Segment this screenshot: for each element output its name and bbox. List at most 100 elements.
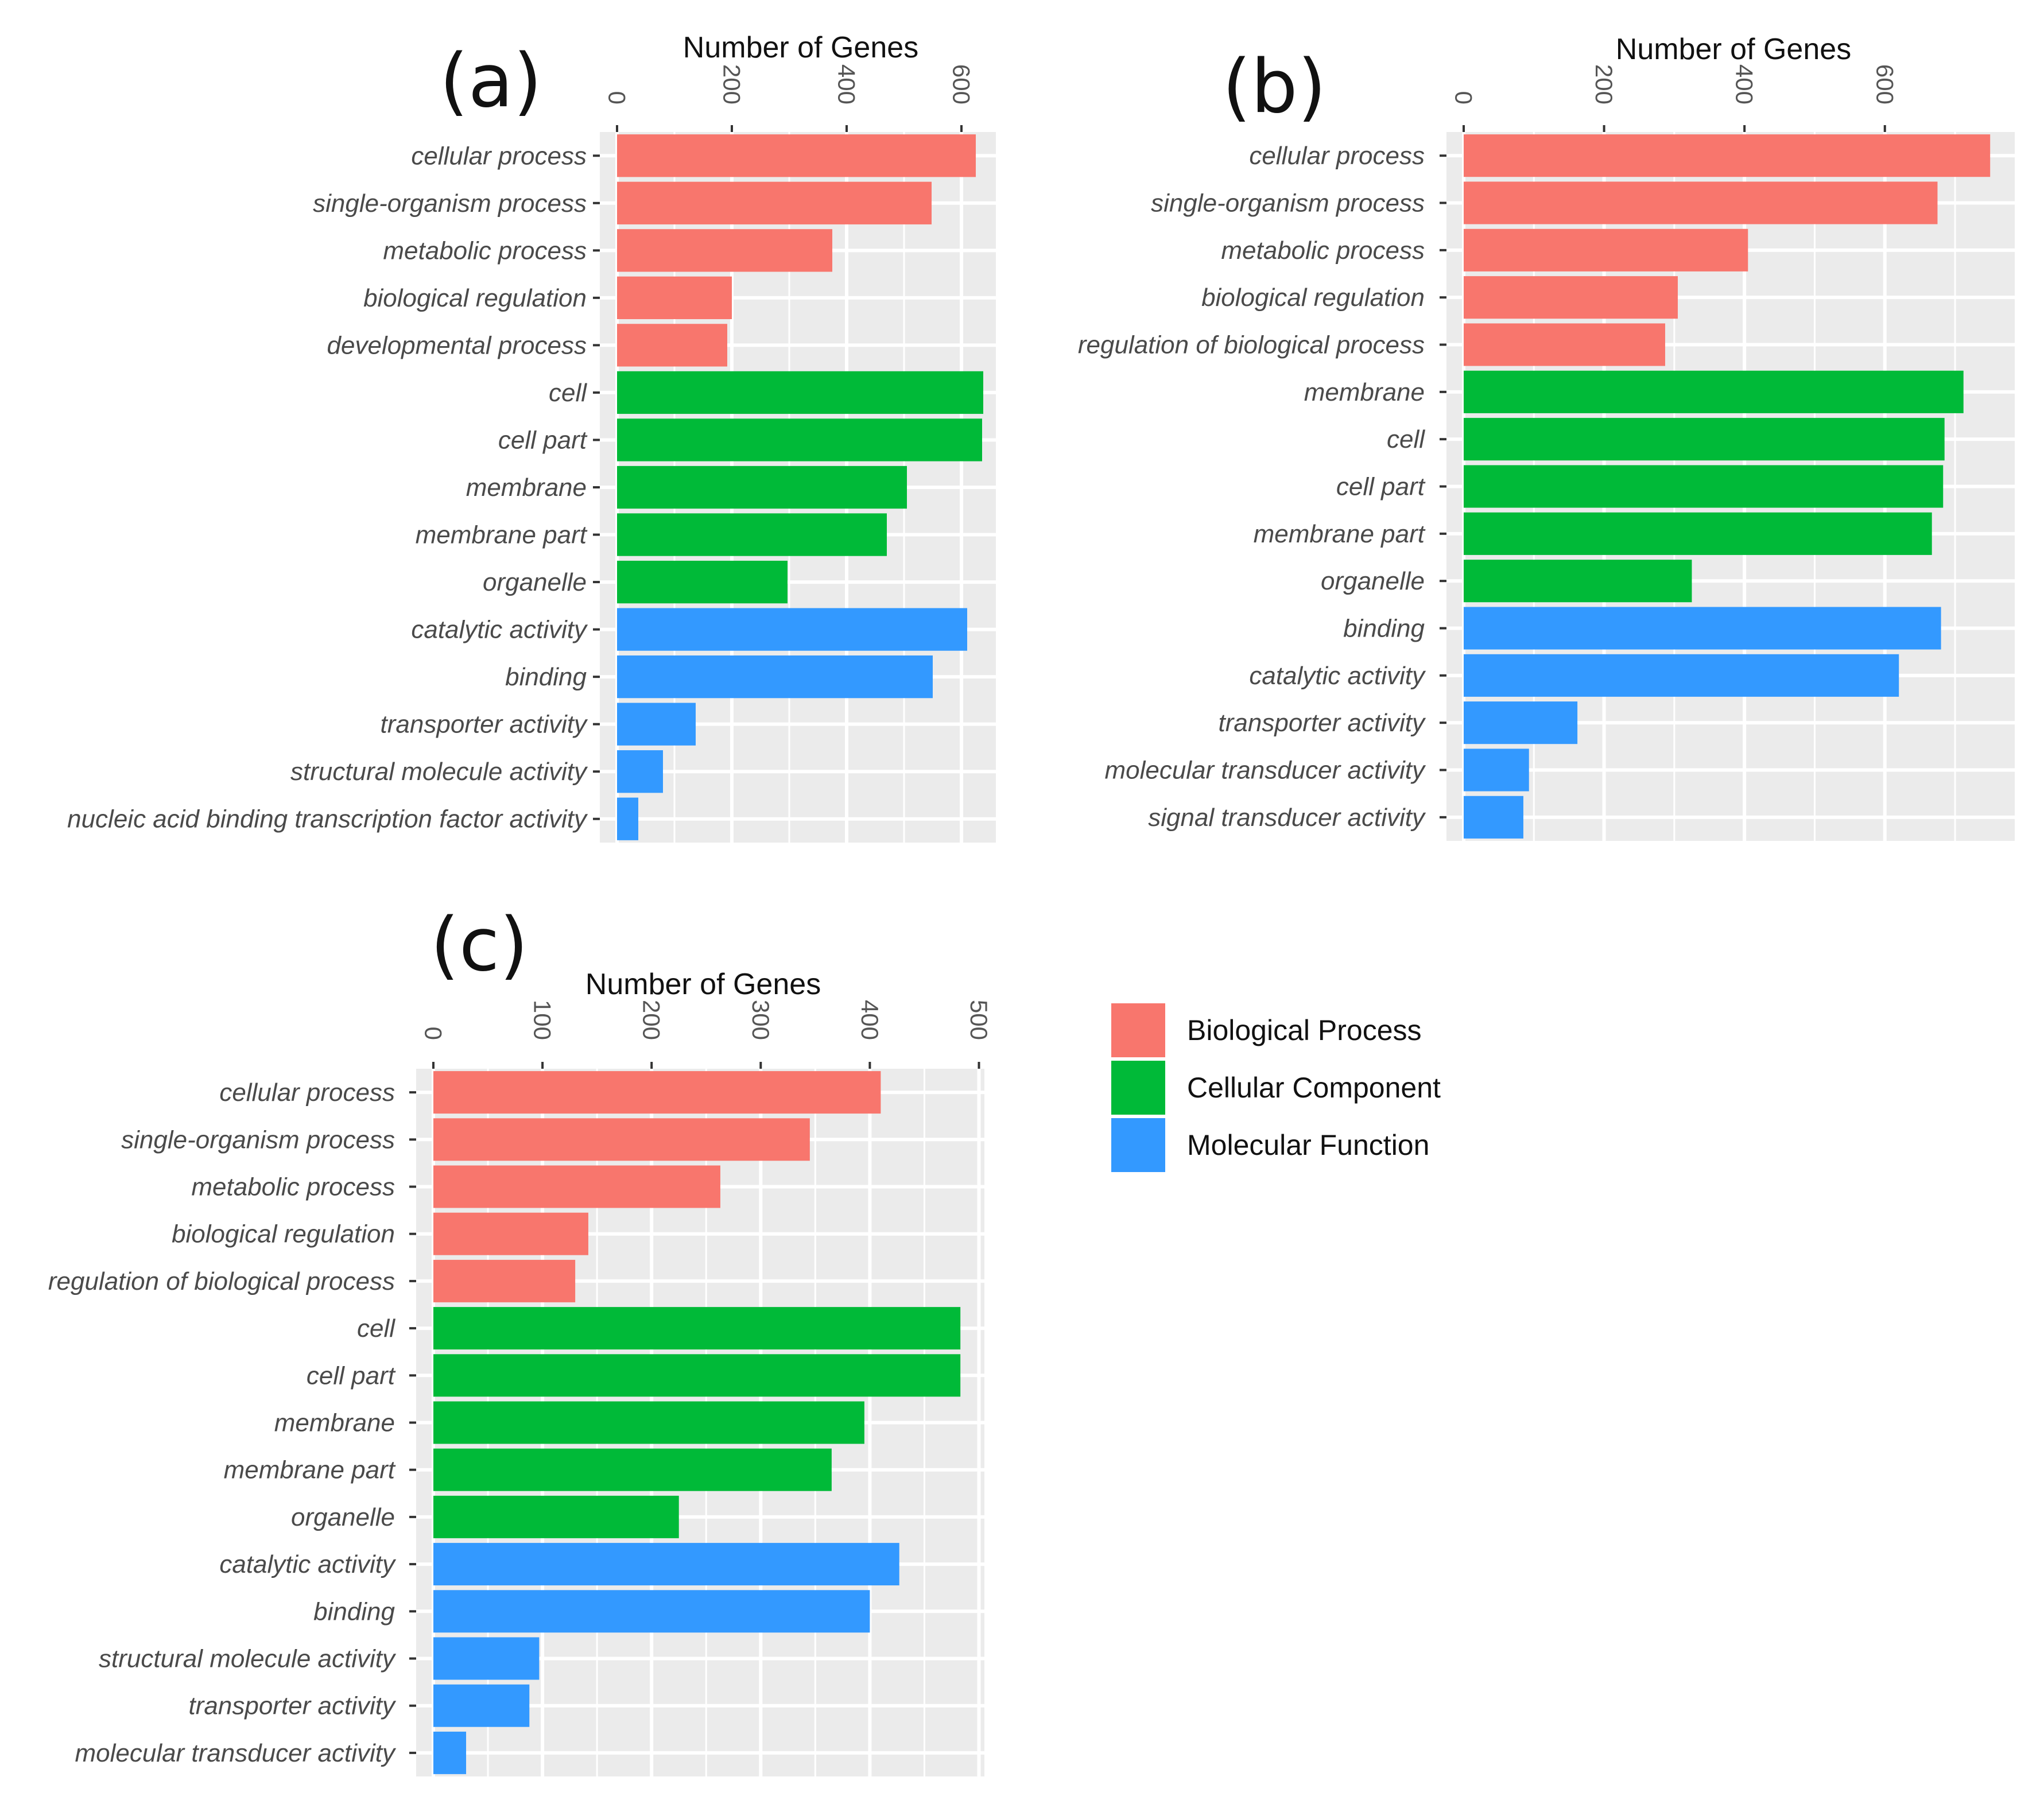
bar	[617, 797, 638, 840]
category-label: metabolic process	[383, 236, 587, 265]
panel-letter: (c)	[430, 902, 528, 988]
bar	[433, 1637, 540, 1680]
x-tick-label: 0	[420, 1027, 447, 1040]
x-tick-label: 400	[833, 64, 860, 104]
bar	[1464, 560, 1692, 603]
bar	[617, 513, 887, 556]
category-label: cell part	[498, 426, 588, 454]
bar	[617, 324, 727, 367]
category-label: cell part	[1336, 473, 1426, 501]
legend-swatch	[1111, 1061, 1165, 1115]
bar	[1464, 181, 1938, 224]
legend-label: Molecular Function	[1187, 1129, 1429, 1161]
bar	[433, 1448, 832, 1491]
bar	[1464, 323, 1665, 366]
category-label: membrane part	[224, 1456, 396, 1484]
x-tick-label: 0	[604, 91, 631, 104]
panel-letter: (a)	[440, 38, 542, 124]
panel-2: cellular process single-organism process m…	[48, 902, 992, 1776]
x-tick-label: 400	[856, 1000, 883, 1040]
bar	[1464, 134, 1991, 177]
bar	[433, 1118, 810, 1161]
category-label: structural molecule activity	[290, 758, 588, 786]
category-label: biological regulation	[172, 1220, 395, 1248]
category-label: catalytic activity	[219, 1550, 397, 1578]
category-label: transporter activity	[189, 1692, 397, 1720]
bar	[617, 560, 788, 604]
legend-swatch	[1111, 1003, 1165, 1057]
bar	[1464, 701, 1578, 744]
x-tick-label: 100	[529, 1000, 556, 1040]
category-label: organelle	[291, 1503, 395, 1531]
x-tick-label: 600	[1871, 64, 1898, 104]
category-label: membrane part	[1254, 520, 1426, 548]
bar	[433, 1259, 576, 1302]
bar	[433, 1684, 530, 1727]
bar	[617, 655, 933, 699]
legend-label: Biological Process	[1187, 1014, 1422, 1046]
x-tick-label: 300	[747, 1000, 774, 1040]
axis-title: Number of Genes	[683, 31, 918, 64]
category-label: transporter activity	[1219, 709, 1426, 737]
category-label: membrane part	[416, 521, 588, 549]
legend-label: Cellular Component	[1187, 1072, 1441, 1104]
axis-title: Number of Genes	[1616, 33, 1851, 66]
category-label: metabolic process	[191, 1173, 395, 1201]
category-label: cell	[357, 1314, 395, 1343]
bar	[1464, 654, 1899, 697]
category-label: single-organism process	[313, 189, 587, 218]
category-label: cell part	[307, 1361, 396, 1390]
x-tick-label: 200	[719, 64, 746, 104]
bar	[617, 703, 696, 746]
bar	[617, 229, 832, 272]
category-label: metabolic process	[1221, 236, 1425, 265]
category-label: biological regulation	[363, 284, 587, 312]
category-label: cell	[549, 379, 587, 407]
category-label: regulation of biological process	[1078, 331, 1425, 359]
bar	[433, 1212, 588, 1255]
category-label: single-organism process	[1151, 189, 1425, 218]
bar	[433, 1731, 467, 1774]
bar	[433, 1165, 720, 1208]
legend-swatch	[1111, 1118, 1165, 1172]
category-label: developmental process	[327, 331, 587, 359]
bar	[1464, 607, 1941, 650]
x-tick-label: 200	[638, 1000, 665, 1040]
bar	[617, 418, 982, 461]
category-label: catalytic activity	[411, 616, 588, 644]
bar	[617, 134, 976, 177]
bar	[1464, 228, 1748, 271]
category-label: single-organism process	[121, 1126, 395, 1154]
bar	[433, 1590, 870, 1633]
bar	[433, 1495, 679, 1538]
panel-letter: (b)	[1222, 44, 1326, 130]
category-label: signal transducer activity	[1148, 804, 1426, 832]
category-label: cell	[1387, 425, 1425, 453]
x-tick-label: 500	[965, 1000, 992, 1040]
category-label: membrane	[466, 474, 587, 502]
bar	[433, 1354, 961, 1397]
bar	[433, 1307, 961, 1350]
category-label: organelle	[1321, 567, 1425, 595]
bar	[617, 276, 732, 320]
x-tick-label: 400	[1731, 64, 1758, 104]
category-label: molecular transducer activity	[1104, 757, 1426, 785]
category-label: binding	[505, 663, 587, 691]
bar	[1464, 512, 1932, 555]
panel-1: cellular process single-organism process m…	[1078, 33, 2015, 841]
bar	[433, 1543, 899, 1586]
bar	[1464, 418, 1945, 461]
bar	[617, 371, 983, 414]
category-label: membrane	[274, 1409, 395, 1437]
x-tick-label: 200	[1591, 64, 1618, 104]
bar	[1464, 465, 1944, 508]
legend: Biological Process Cellular Component Mole…	[1111, 1003, 1441, 1172]
bar	[617, 181, 932, 224]
category-label: organelle	[483, 568, 587, 596]
bar	[1464, 276, 1678, 319]
bar	[433, 1071, 881, 1114]
bar	[617, 608, 967, 651]
bar	[1464, 748, 1529, 792]
category-label: transporter activity	[381, 711, 588, 739]
